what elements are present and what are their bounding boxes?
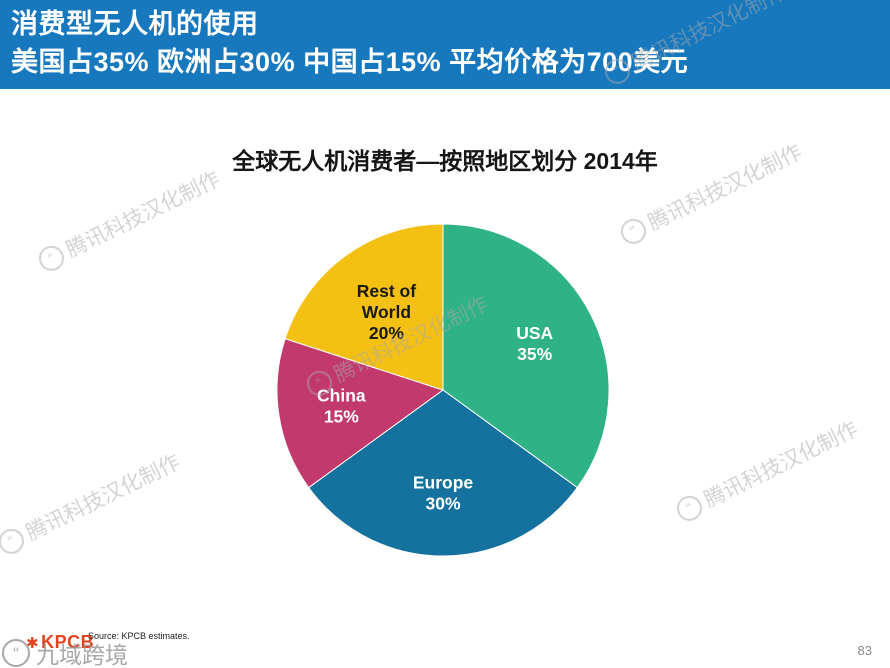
chart-title: 全球无人机消费者—按照地区划分 2014年 bbox=[232, 148, 658, 174]
watermark-logo-icon: “ bbox=[2, 639, 30, 667]
page-number: 83 bbox=[857, 643, 872, 658]
pie-label-rest-of-world: Rest of World 20% bbox=[357, 281, 416, 343]
header-title: 消费型无人机的使用 bbox=[11, 9, 259, 39]
header-subtitle: 美国占35% 欧洲占30% 中国占15% 平均价格为700美元 bbox=[11, 47, 689, 77]
pie-chart: USA 35% Europe 30% China 15% Rest of World 20% bbox=[276, 223, 610, 557]
corner-watermark-text: 九域跨境 bbox=[36, 642, 128, 668]
pie-label-china: China 15% bbox=[317, 386, 366, 427]
pie-slice-usa bbox=[442, 223, 610, 489]
corner-watermark: “ 九域跨境 bbox=[2, 636, 128, 668]
pie-label-europe: Europe 30% bbox=[413, 472, 474, 513]
pie-slice-rest-of-world bbox=[284, 223, 444, 391]
pie-slice-europe bbox=[308, 389, 578, 557]
source-note: Source: KPCB estimates. bbox=[88, 631, 190, 641]
pie-label-usa: USA 35% bbox=[516, 323, 553, 364]
pie-slice-china bbox=[276, 338, 445, 489]
slide-header: 消费型无人机的使用 美国占35% 欧洲占30% 中国占15% 平均价格为700美… bbox=[0, 0, 890, 89]
kpcb-logo-text: KPCB bbox=[41, 632, 95, 652]
